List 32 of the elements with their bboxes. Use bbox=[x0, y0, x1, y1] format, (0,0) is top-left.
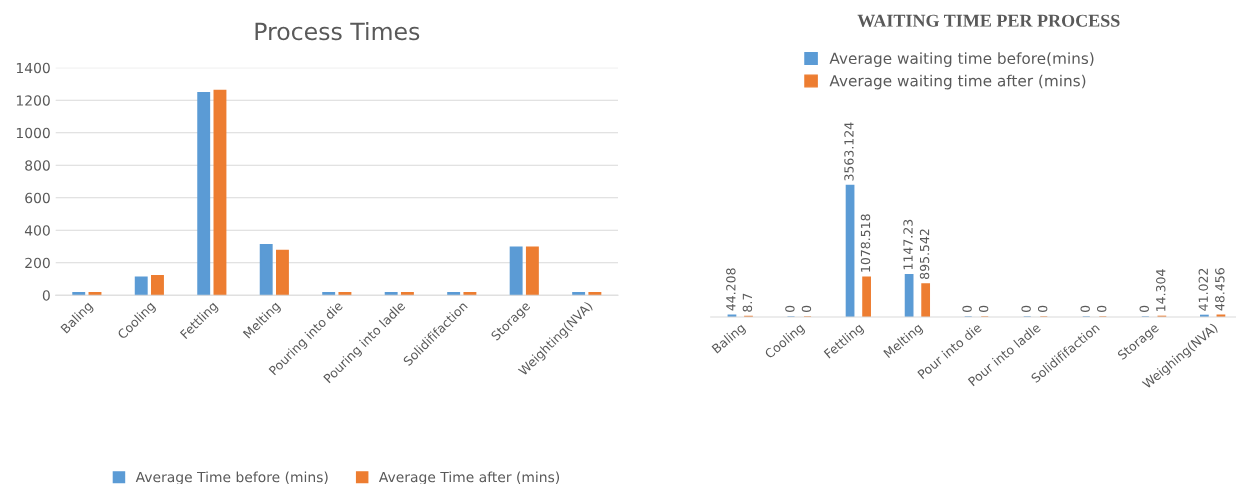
y-tick-label: 1000 bbox=[16, 127, 50, 139]
legend-label: Average waiting time before(mins) bbox=[829, 52, 1094, 68]
y-tick-label: 1200 bbox=[16, 95, 50, 106]
y-tick-label: 0 bbox=[42, 290, 50, 301]
y-tick-label: 800 bbox=[25, 160, 50, 171]
data-label: 0 bbox=[1037, 305, 1048, 313]
y-tick-label: 600 bbox=[25, 192, 50, 204]
legend-label: Average waiting time after (mins) bbox=[829, 74, 1086, 90]
data-label: 3563.124 bbox=[844, 122, 854, 181]
data-label: 41.022 bbox=[1198, 268, 1209, 311]
data-label: 0 bbox=[1021, 305, 1031, 313]
data-label: 0 bbox=[978, 305, 989, 313]
data-label: 44.208 bbox=[726, 268, 736, 311]
data-label: 0 bbox=[1139, 305, 1149, 313]
legend-label: Average Time after (mins) bbox=[378, 471, 560, 484]
chart-title: Process Times bbox=[255, 22, 420, 41]
data-label: 14.304 bbox=[1156, 269, 1166, 311]
data-label: 48.456 bbox=[1215, 268, 1225, 311]
data-label: 0 bbox=[1096, 305, 1107, 313]
data-label: 0 bbox=[801, 305, 812, 313]
data-label: 895.542 bbox=[919, 229, 930, 279]
data-label: 0 bbox=[962, 305, 972, 313]
data-label: 1078.518 bbox=[860, 214, 871, 272]
data-label: 0 bbox=[785, 305, 795, 313]
legend-label: Average Time before (mins) bbox=[135, 471, 328, 484]
data-label: 0 bbox=[1080, 305, 1090, 313]
y-tick-label: 400 bbox=[24, 225, 50, 236]
y-tick-label: 1400 bbox=[16, 62, 50, 74]
data-label: 1147.23 bbox=[903, 219, 913, 270]
y-tick-label: 200 bbox=[25, 257, 50, 269]
chart-title: WAITING TIME PER PROCESS bbox=[857, 14, 1120, 27]
data-label: 8.7 bbox=[742, 293, 753, 312]
